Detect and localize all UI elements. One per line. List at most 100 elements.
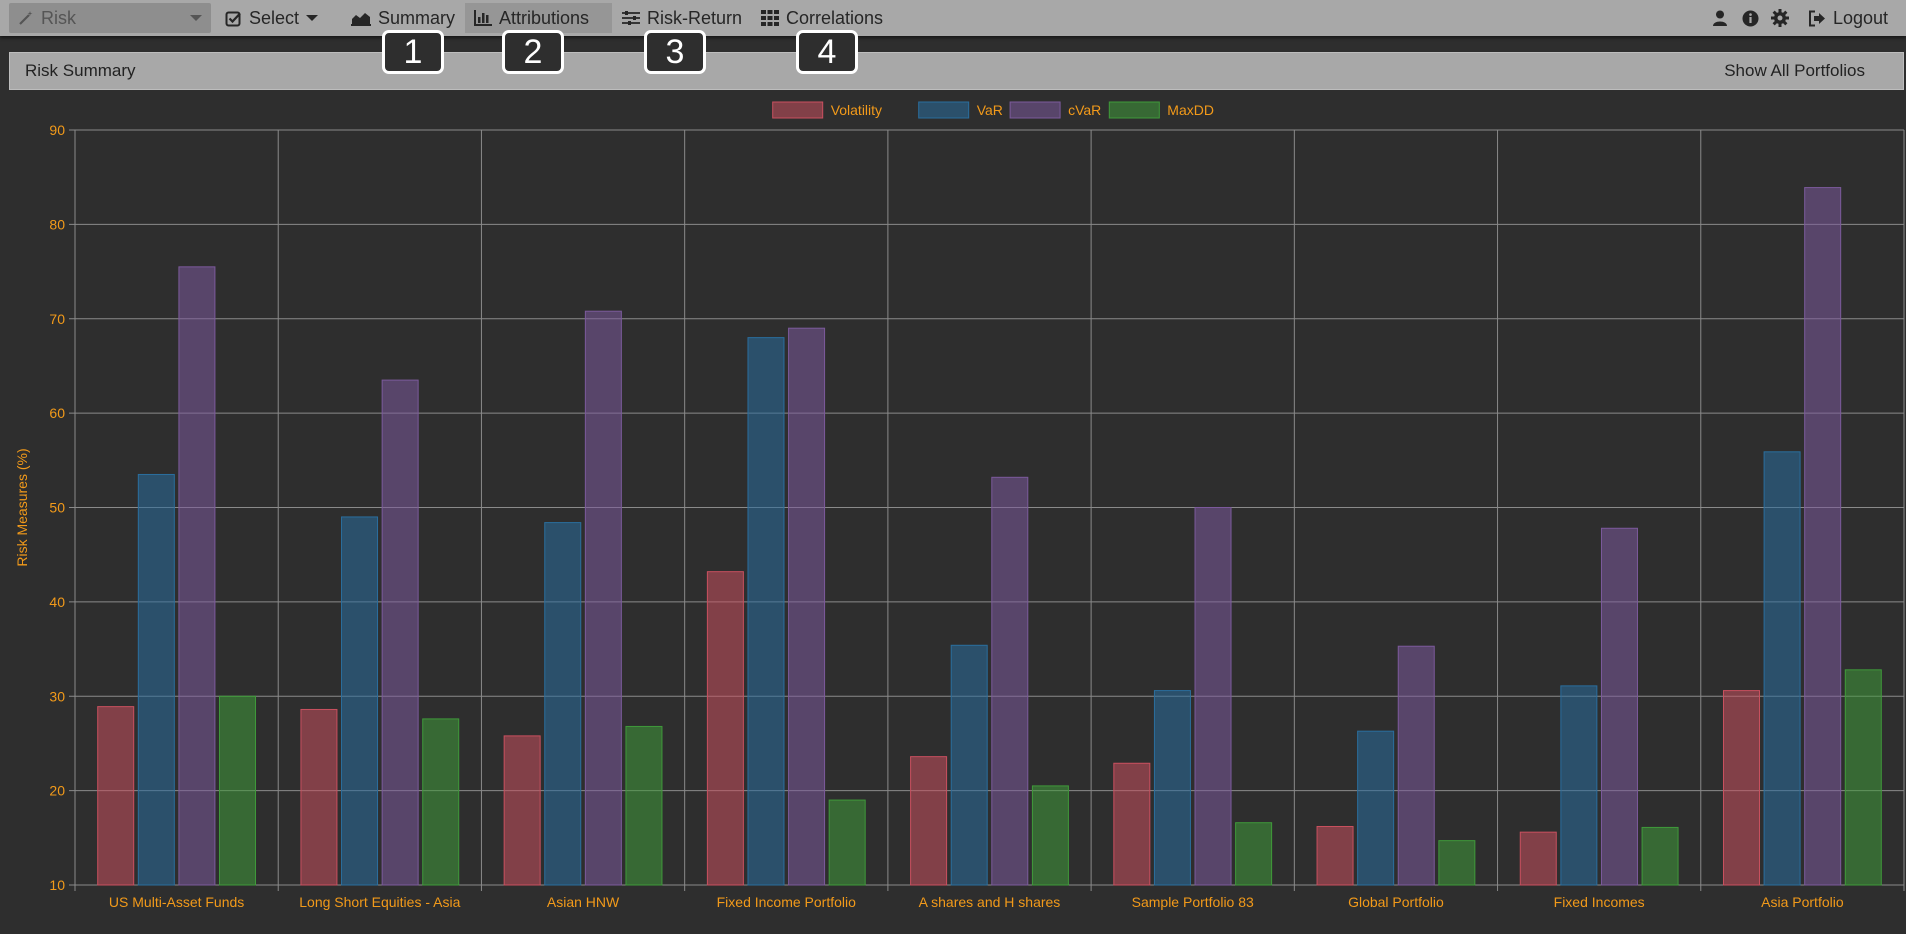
y-tick-label: 60 <box>49 405 65 421</box>
select-dropdown[interactable]: Select <box>216 3 327 33</box>
logout-icon <box>1808 10 1826 27</box>
logout-button[interactable]: Logout <box>1799 3 1897 33</box>
bar-cvar-6[interactable] <box>1397 645 1435 886</box>
bar-cvar-8[interactable] <box>1804 187 1842 886</box>
chart-legend: Volatility VaR cVaR MaxDD <box>772 101 1214 119</box>
bar-cvar-1[interactable] <box>381 379 419 886</box>
checkbox-icon <box>225 10 242 27</box>
tab-summary[interactable]: Summary <box>342 3 464 33</box>
bar-var-2[interactable] <box>544 522 582 886</box>
bar-maxdd-7[interactable] <box>1641 826 1679 886</box>
legend-label-var: VaR <box>977 102 1003 118</box>
x-tick-label: Asia Portfolio <box>1761 894 1844 910</box>
bar-cvar-5[interactable] <box>1194 507 1232 886</box>
chevron-down-icon <box>190 15 202 21</box>
bar-volatility-1[interactable] <box>300 708 338 886</box>
bar-cvar-3[interactable] <box>788 327 826 886</box>
legend-swatch-cvar[interactable] <box>1009 101 1061 119</box>
bar-maxdd-6[interactable] <box>1438 840 1476 886</box>
bar-volatility-3[interactable] <box>706 571 744 886</box>
panel-title: Risk Summary <box>25 61 136 80</box>
bar-var-1[interactable] <box>341 516 379 886</box>
bar-var-0[interactable] <box>137 473 175 886</box>
y-tick-label: 40 <box>49 594 65 610</box>
top-navbar: Risk Select Summary Attributions Risk-Re… <box>0 0 1906 36</box>
bar-var-6[interactable] <box>1357 730 1395 886</box>
bar-maxdd-0[interactable] <box>219 695 257 886</box>
legend-label-volatility: Volatility <box>831 102 882 118</box>
legend-label-maxdd: MaxDD <box>1167 102 1214 118</box>
y-tick-label: 70 <box>49 311 65 327</box>
y-tick-label: 10 <box>49 877 65 893</box>
bar-cvar-4[interactable] <box>991 476 1029 886</box>
app-switcher-dropdown[interactable]: Risk <box>9 3 211 33</box>
bar-cvar-7[interactable] <box>1600 527 1638 886</box>
bar-volatility-6[interactable] <box>1316 825 1354 886</box>
bar-volatility-0[interactable] <box>97 706 135 886</box>
callout-1: 1 <box>382 30 444 74</box>
x-tick-label: Fixed Income Portfolio <box>717 894 856 910</box>
grid-icon <box>761 10 779 26</box>
tab-correlations[interactable]: Correlations <box>752 3 892 33</box>
legend-label-cvar: cVaR <box>1068 102 1101 118</box>
legend-swatch-maxdd[interactable] <box>1108 101 1160 119</box>
y-tick-label: 20 <box>49 783 65 799</box>
y-axis-ticks: 10 20 30 40 50 60 70 80 90 <box>49 122 65 893</box>
bar-maxdd-5[interactable] <box>1235 822 1273 886</box>
callout-2: 2 <box>502 30 564 74</box>
bar-maxdd-2[interactable] <box>625 725 663 886</box>
tab-correlations-label: Correlations <box>786 7 884 28</box>
x-tick-label: Long Short Equities - Asia <box>299 894 460 910</box>
area-chart-icon <box>351 10 371 26</box>
bar-cvar-2[interactable] <box>584 310 622 886</box>
bar-maxdd-4[interactable] <box>1031 785 1069 886</box>
bar-volatility-7[interactable] <box>1519 831 1557 886</box>
bar-maxdd-3[interactable] <box>828 799 866 886</box>
panel-header: Risk Summary Show All Portfolios <box>9 52 1904 90</box>
bar-var-4[interactable] <box>950 644 988 886</box>
x-tick-label: Global Portfolio <box>1348 894 1444 910</box>
bar-cvar-0[interactable] <box>178 266 216 886</box>
bar-maxdd-1[interactable] <box>422 718 460 886</box>
callout-3: 3 <box>644 30 706 74</box>
y-tick-label: 30 <box>49 688 65 704</box>
app-label: Risk <box>41 7 76 28</box>
magic-wand-icon <box>18 10 34 26</box>
y-tick-label: 80 <box>49 216 65 232</box>
legend-swatch-var[interactable] <box>918 101 970 119</box>
callout-4: 4 <box>796 30 858 74</box>
select-label: Select <box>249 7 300 28</box>
bar-maxdd-8[interactable] <box>1844 669 1882 886</box>
tab-risk-return-label: Risk-Return <box>647 7 743 28</box>
chart-bars <box>97 187 1882 886</box>
bar-volatility-5[interactable] <box>1113 762 1151 886</box>
bar-var-7[interactable] <box>1560 685 1598 886</box>
risk-summary-chart: Volatility VaR cVaR MaxDD 10 20 30 40 50 60 70 80 9… <box>14 101 1905 910</box>
y-tick-label: 50 <box>49 500 65 516</box>
tab-risk-return[interactable]: Risk-Return <box>613 3 751 33</box>
sliders-icon <box>622 10 640 26</box>
chevron-down-icon <box>306 15 319 21</box>
bar-var-8[interactable] <box>1763 451 1801 886</box>
x-tick-label: Sample Portfolio 83 <box>1132 894 1254 910</box>
tab-summary-label: Summary <box>378 7 456 28</box>
bar-var-3[interactable] <box>747 337 785 886</box>
x-tick-label: US Multi-Asset Funds <box>109 894 244 910</box>
bar-var-5[interactable] <box>1153 690 1191 886</box>
x-axis-ticks: US Multi-Asset Funds Long Short Equities … <box>109 894 1844 910</box>
x-tick-label: A shares and H shares <box>919 894 1061 910</box>
bar-volatility-8[interactable] <box>1722 690 1760 886</box>
x-tick-label: Asian HNW <box>547 894 620 910</box>
info-icon[interactable] <box>1739 7 1761 29</box>
show-all-portfolios-button[interactable]: Show All Portfolios <box>1724 61 1865 80</box>
y-tick-label: 90 <box>49 122 65 138</box>
legend-swatch-volatility[interactable] <box>772 101 824 119</box>
gear-icon[interactable] <box>1769 7 1791 29</box>
user-icon[interactable] <box>1709 7 1731 29</box>
tab-attributions[interactable]: Attributions <box>465 3 612 33</box>
y-axis-label: Risk Measures (%) <box>14 448 30 566</box>
bar-volatility-4[interactable] <box>910 756 948 886</box>
tab-attributions-label: Attributions <box>499 7 590 28</box>
bar-volatility-2[interactable] <box>503 735 541 886</box>
logout-label: Logout <box>1833 7 1889 28</box>
